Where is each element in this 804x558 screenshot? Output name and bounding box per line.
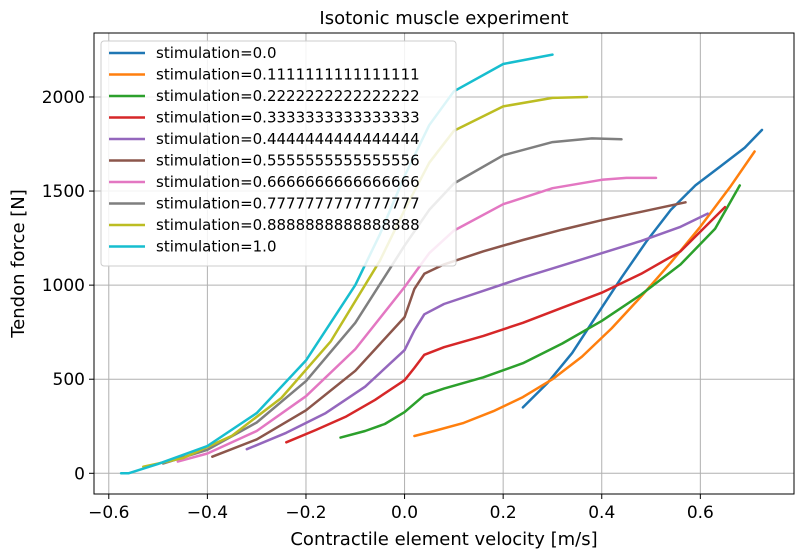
x-tick-label: 0.4 xyxy=(588,503,615,523)
legend-label: stimulation=0.1111111111111111 xyxy=(156,66,420,84)
series-line xyxy=(413,150,756,438)
plot-area-frame xyxy=(93,32,795,495)
series-line xyxy=(245,212,709,451)
x-tick-label: −0.6 xyxy=(88,503,129,523)
series-line xyxy=(521,128,764,409)
legend-label: stimulation=1.0 xyxy=(156,238,277,256)
y-tick-label: 1500 xyxy=(42,182,85,202)
legend-box xyxy=(100,40,457,267)
y-tick-label: 2000 xyxy=(42,88,85,108)
y-tick-label: 0 xyxy=(74,464,85,484)
legend-label: stimulation=0.8888888888888888 xyxy=(156,216,420,234)
legend-label: stimulation=0.3333333333333333 xyxy=(156,109,420,127)
x-tick-label: 0.2 xyxy=(490,503,517,523)
legend-label: stimulation=0.2222222222222222 xyxy=(156,87,420,105)
x-tick-label: −0.2 xyxy=(285,503,326,523)
legend-label: stimulation=0.6666666666666666 xyxy=(156,173,420,191)
x-axis-title: Contractile element velocity [m/s] xyxy=(290,529,597,550)
legend-label: stimulation=0.7777777777777777 xyxy=(156,195,420,213)
series-line xyxy=(285,205,727,444)
chart-title: Isotonic muscle experiment xyxy=(319,8,568,29)
x-tick-label: −0.4 xyxy=(187,503,228,523)
legend-label: stimulation=0.0 xyxy=(156,44,277,62)
legend-label: stimulation=0.5555555555555556 xyxy=(156,152,420,170)
legend: stimulation=0.0 stimulation=0.11111111111… xyxy=(100,40,457,267)
axis-ticks: −0.6 −0.4 −0.2 0.0 0.2 0.4 0.6 0 500 1000 1500 2000 xyxy=(42,88,714,523)
series-line xyxy=(339,184,742,439)
legend-label: stimulation=0.4444444444444444 xyxy=(156,130,420,148)
series-line xyxy=(211,201,687,458)
y-tick-label: 500 xyxy=(53,370,85,390)
y-axis-title: Tendon force [N] xyxy=(8,189,29,339)
y-tick-label: 1000 xyxy=(42,276,85,296)
x-tick-label: 0.0 xyxy=(391,503,418,523)
x-tick-label: 0.6 xyxy=(687,503,714,523)
